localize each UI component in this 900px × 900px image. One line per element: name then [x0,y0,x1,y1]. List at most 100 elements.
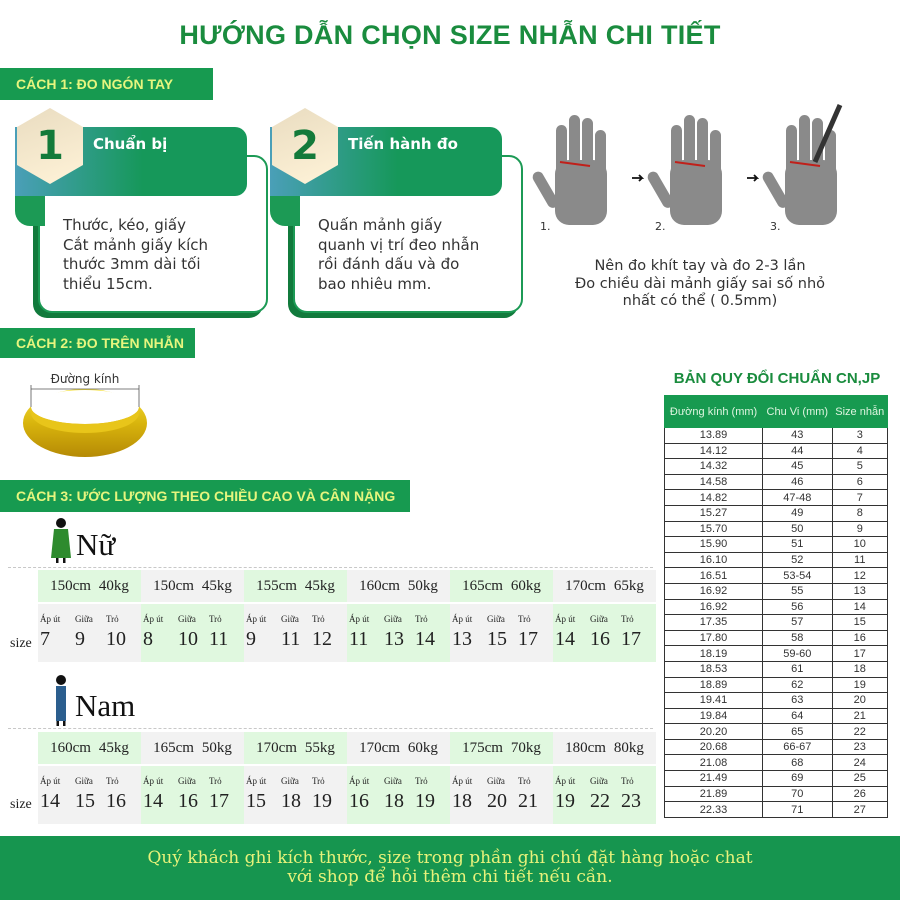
weight-value: 45kg [201,577,232,594]
finger-label: Trỏ [209,776,222,786]
height-value: 150cm [50,577,91,594]
finger-label: Trỏ [106,776,119,786]
table-cell: 58 [762,629,833,647]
height-value: 165cm [153,739,194,756]
finger-sizes: Áp út 9 Giữa 11 Trỏ 12 [244,604,347,662]
ring-size-value: 13 [452,628,472,650]
ring-size-value: 23 [621,790,641,812]
ring-size-value: 18 [281,790,301,812]
ring-size-value: 14 [40,790,60,812]
female-figure-icon [51,518,71,563]
table-row: 21.08 68 24 [663,754,889,772]
step-description-line: bao nhiêu mm. [318,274,432,293]
note-line: Nên đo khít tay và đo 2-3 lần [594,258,806,274]
note-line: nhất có thể ( 0.5mm) [622,293,778,309]
weight-value: 80kg [613,739,644,756]
table-cell: 15 [831,614,889,631]
table-cell: 4 [831,442,889,460]
ring-size-value: 17 [518,628,538,650]
table-cell: 14.58 [663,473,764,491]
height-value: 170cm [565,577,606,594]
size-label: size [10,797,32,812]
table-cell: 59-60 [762,645,833,662]
height-value: 170cm [256,739,297,756]
table-cell: 10 [831,536,889,553]
table-cell: 16 [831,629,889,647]
conversion-table: Đường kính (mm) Chu Vi (mm) Size nhẫn 13.89… [663,395,889,818]
table-row: 20.68 66-67 23 [663,738,889,756]
hand-step-number: 1. [540,220,551,233]
finger-label: Áp út [246,614,267,624]
hand-icon: 1. [532,115,645,233]
table-row: 18.53 61 18 [663,660,889,678]
ring-size-value: 21 [518,790,538,812]
finger-label: Giữa [75,614,93,624]
ring-size-value: 16 [590,628,610,650]
table-row: 15.27 49 8 [663,504,889,522]
ring-size-value: 17 [621,628,641,650]
size-group: 180cm 80kg Áp út 19 Giữa 22 Trỏ 23 [553,732,656,824]
weight-value: 50kg [201,739,232,756]
finger-label: Áp út [246,776,267,786]
size-group: 165cm 50kg Áp út 14 Giữa 16 Trỏ 17 [141,732,244,824]
height-weight-header: 165cm 60kg [450,570,553,602]
ring-size-value: 10 [178,628,198,650]
size-group: 150cm 45kg Áp út 8 Giữa 10 Trỏ 11 [141,570,244,662]
table-cell: 13 [831,582,889,600]
method3-banner: CÁCH 3: ƯỚC LƯỢNG THEO CHIỀU CAO VÀ CÂN … [0,480,410,512]
step-accent [15,196,45,226]
table-row: 15.90 51 10 [663,536,889,553]
ring-size-value: 17 [209,790,229,812]
ring-size-value: 14 [555,628,575,650]
table-cell: 65 [762,723,833,740]
step-description-line: thiểu 15cm. [63,274,153,293]
finger-label: Áp út [349,776,370,786]
finger-sizes: Áp út 14 Giữa 15 Trỏ 16 [38,766,141,824]
divider [8,728,653,729]
weight-value: 70kg [510,739,541,756]
finger-sizes: Áp út 11 Giữa 13 Trỏ 14 [347,604,450,662]
ring-size-value: 22 [590,790,610,812]
table-cell: 8 [831,504,889,522]
table-cell: 19.41 [663,692,764,709]
table-row: 14.12 44 4 [663,442,889,460]
table-cell: 18 [831,660,889,678]
step-title: Tiến hành đo [348,135,458,153]
conversion-table-title: BẢN QUY ĐỔI CHUẨN CN,JP [673,370,881,387]
table-row: 21.89 70 26 [663,785,889,803]
ring-size-value: 16 [106,790,126,812]
weight-value: 60kg [510,577,541,594]
height-weight-header: 165cm 50kg [141,732,244,764]
table-cell: 50 [762,520,833,538]
height-weight-header: 150cm 45kg [141,570,244,602]
hand-step-number: 3. [770,220,781,233]
step-description-line: Cắt mảnh giấy kích [63,235,209,254]
step-accent [270,196,300,226]
height-value: 160cm [50,739,91,756]
table-row: 17.80 58 16 [663,629,889,647]
table-cell: 19 [831,676,889,694]
finger-sizes: Áp út 19 Giữa 22 Trỏ 23 [553,766,656,824]
table-cell: 44 [762,442,833,460]
table-cell: 20.20 [663,723,764,740]
table-cell: 22 [831,723,889,740]
step-title: Chuẩn bị [93,135,168,153]
table-cell: 51 [762,536,833,553]
ring-size-value: 11 [349,628,369,650]
divider [8,567,653,568]
table-row: 18.89 62 19 [663,676,889,694]
size-group: 160cm 45kg Áp út 14 Giữa 15 Trỏ 16 [38,732,141,824]
ring-size-value: 7 [40,628,50,650]
footer-line: Quý khách ghi kích thước, size trong phầ… [147,848,753,868]
finger-label: Trỏ [106,614,119,624]
table-header: Đường kính (mm) [663,395,764,428]
table-cell: 70 [762,785,833,803]
note-line: Đo chiều dài mảnh giấy sai số nhỏ [574,275,826,292]
table-header: Chu Vi (mm) [762,395,833,428]
ring-size-value: 19 [312,790,332,812]
table-cell: 53-54 [762,567,833,584]
size-group: 170cm 60kg Áp út 16 Giữa 18 Trỏ 19 [347,732,450,824]
finger-label: Áp út [143,614,164,624]
table-cell: 7 [831,489,889,506]
finger-label: Trỏ [415,614,428,624]
